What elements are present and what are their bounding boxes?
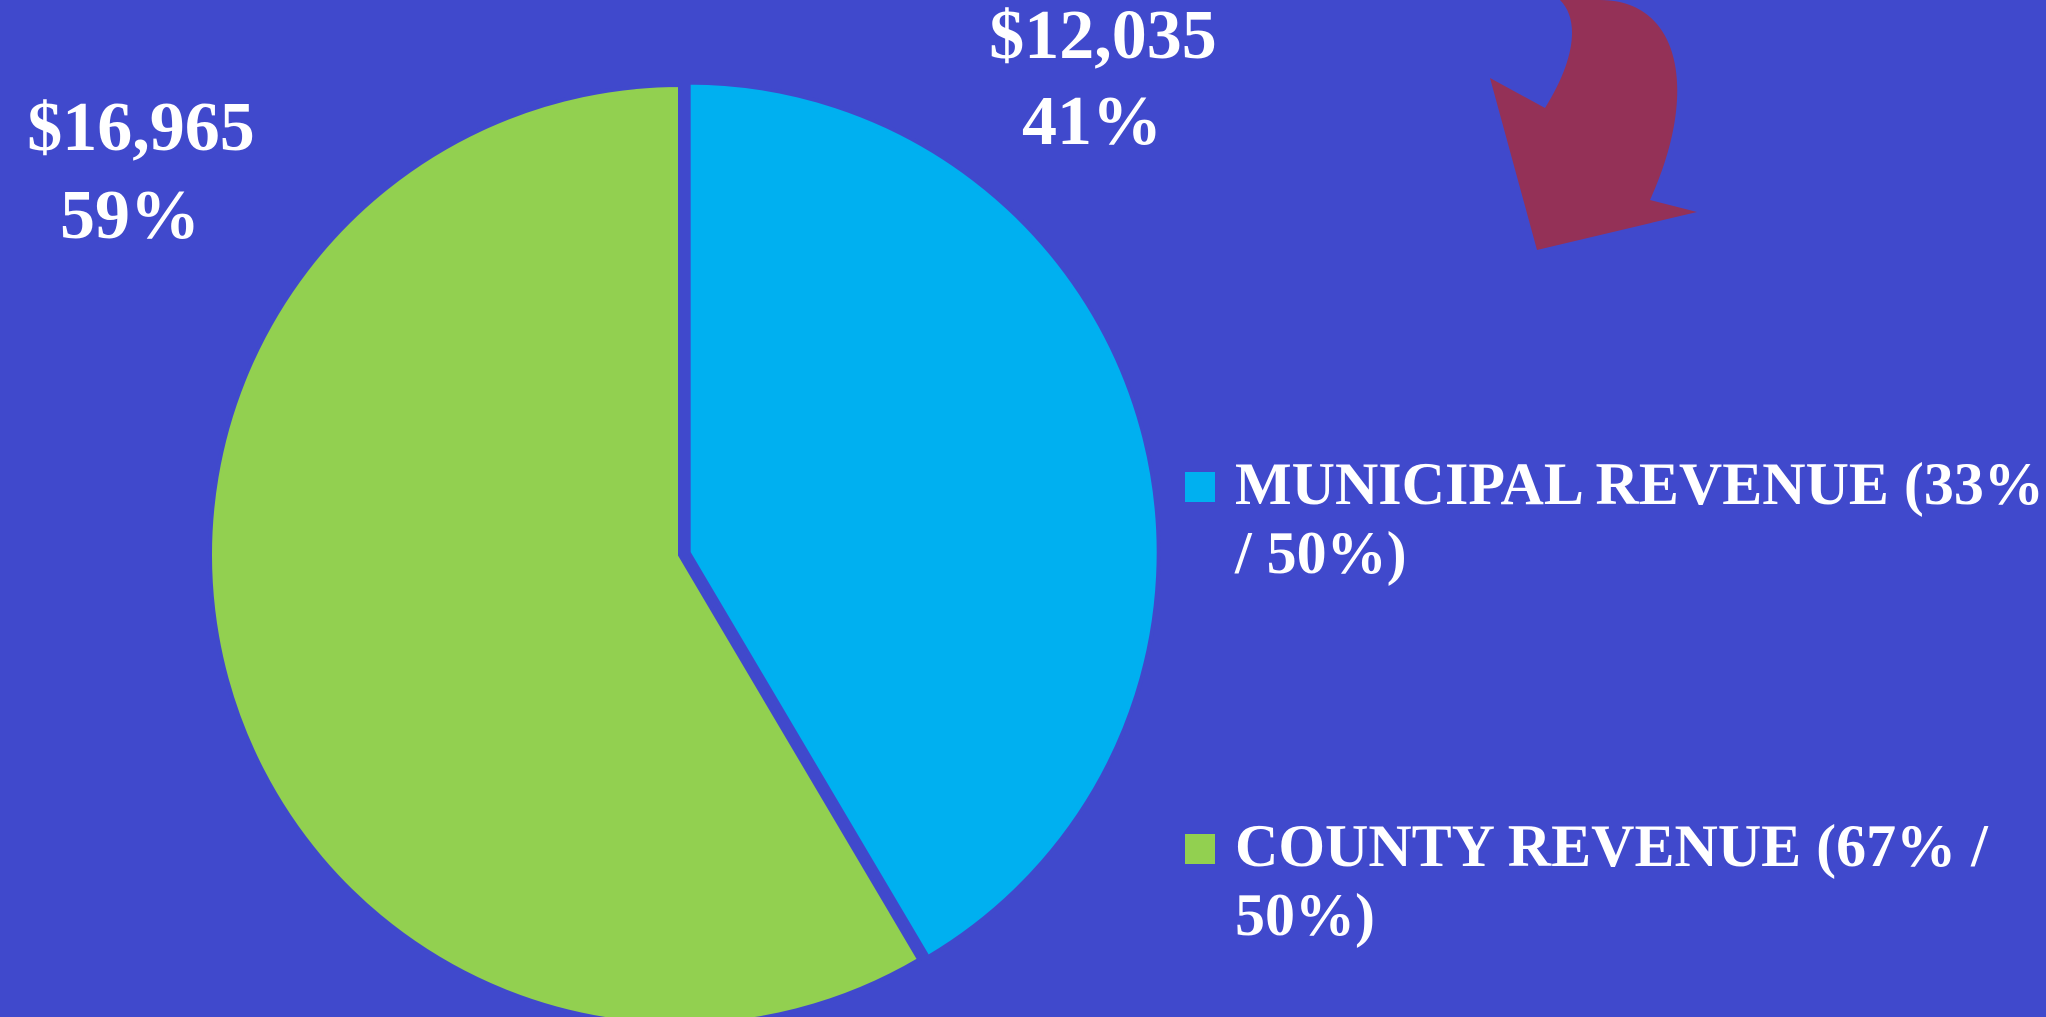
pie-slice — [686, 80, 1161, 960]
legend-label: MUNICIPAL REVENUE (33% / 50%) — [1235, 451, 2044, 586]
data-label: $16,965 — [27, 89, 255, 166]
legend-item: MUNICIPAL REVENUE (33% / 50%) — [1185, 450, 2046, 588]
percent-label: 59% — [60, 177, 200, 254]
arrow — [1490, 0, 1697, 250]
pie-slice — [208, 82, 922, 1017]
legend-label: COUNTY REVENUE (67% / 50%) — [1235, 813, 1988, 948]
data-label: $12,035 — [989, 0, 1217, 74]
legend-swatch — [1185, 834, 1215, 864]
percent-label: 41% — [1022, 83, 1162, 160]
legend-item: COUNTY REVENUE (67% / 50%) — [1185, 812, 2046, 950]
legend-swatch — [1185, 472, 1215, 502]
